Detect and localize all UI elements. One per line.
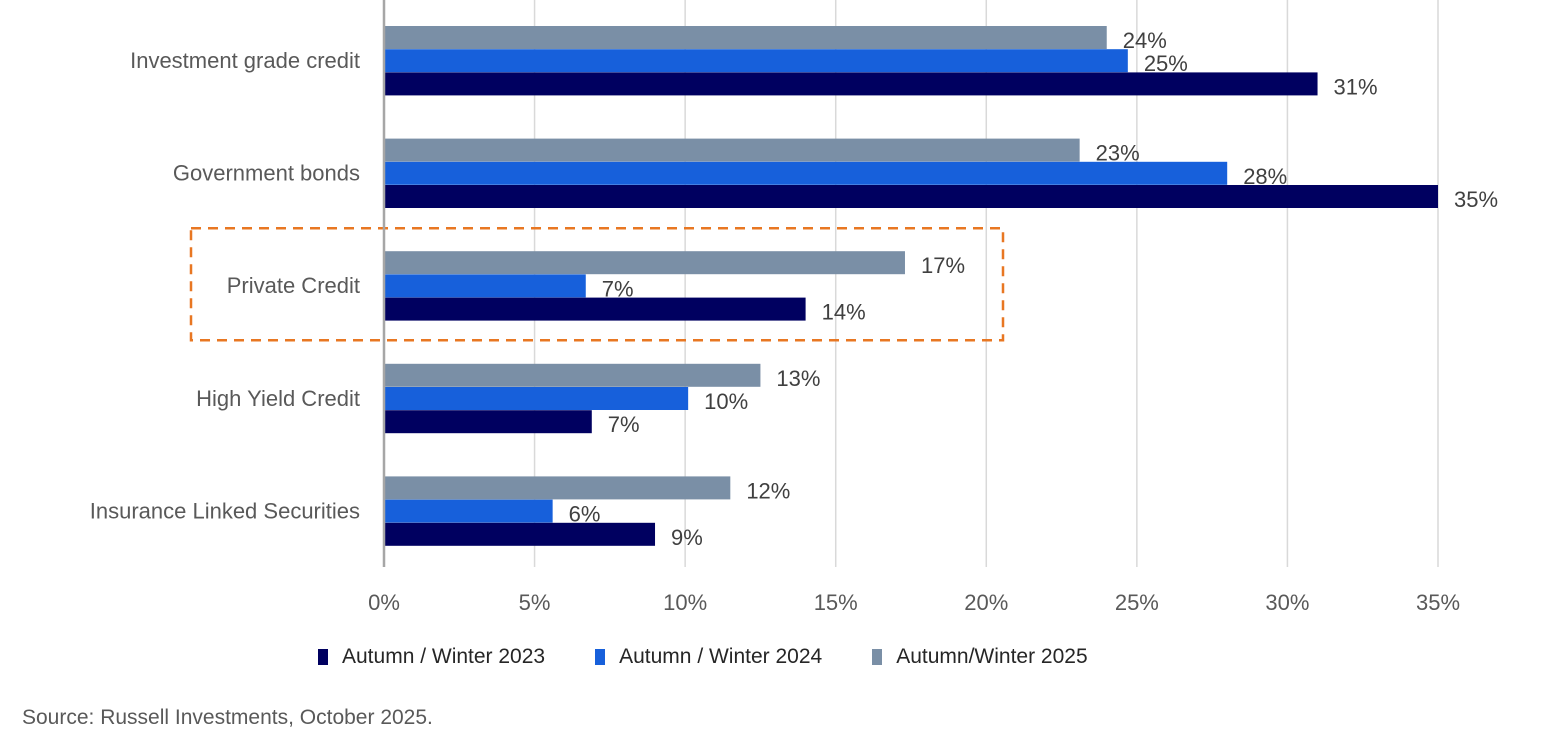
data-label: 23% <box>1096 141 1140 166</box>
bar <box>384 499 553 523</box>
data-label: 9% <box>671 525 703 550</box>
x-tick-label: 5% <box>519 590 551 615</box>
source-note: Source: Russell Investments, October 202… <box>22 706 433 729</box>
bar <box>384 72 1318 96</box>
bar <box>384 387 689 410</box>
category-label: Investment grade credit <box>130 48 360 73</box>
bar <box>384 185 1438 208</box>
data-label: 24% <box>1123 28 1167 53</box>
bar-chart: 0% 5% 10% 15% 20% 25% 30% 35% Investment grade c… <box>90 0 1498 615</box>
bar <box>384 26 1107 49</box>
data-label: 12% <box>746 478 790 503</box>
bar <box>384 161 1228 185</box>
category-label: High Yield Credit <box>196 386 360 411</box>
x-tick-label: 25% <box>1115 590 1159 615</box>
data-label: 7% <box>608 412 640 437</box>
x-tick-label: 30% <box>1265 590 1309 615</box>
category-label: Private Credit <box>227 273 360 298</box>
highlight-box <box>189 226 1005 342</box>
bar <box>384 476 731 500</box>
legend-label: Autumn / Winter 2024 <box>619 645 823 668</box>
bar <box>384 251 905 275</box>
data-label: 10% <box>704 389 748 414</box>
legend-swatch <box>595 649 606 665</box>
bar <box>384 363 761 387</box>
data-label: 13% <box>776 366 820 391</box>
data-label: 17% <box>921 253 965 278</box>
data-label: 6% <box>569 502 601 527</box>
bar <box>384 138 1080 162</box>
legend-label: Autumn/Winter 2025 <box>896 645 1088 668</box>
legend: Autumn / Winter 2023 Autumn / Winter 202… <box>318 645 1138 669</box>
data-label: 28% <box>1243 164 1287 189</box>
data-label: 14% <box>822 300 866 325</box>
data-label: 7% <box>602 276 634 301</box>
legend-item-2023: Autumn / Winter 2023 <box>318 645 545 669</box>
legend-label: Autumn / Winter 2023 <box>342 645 546 668</box>
category-label: Government bonds <box>173 161 360 186</box>
legend-item-2024: Autumn / Winter 2024 <box>595 645 822 669</box>
bar <box>384 297 806 321</box>
x-tick-label: 15% <box>814 590 858 615</box>
bar <box>384 410 592 434</box>
legend-swatch <box>872 649 883 665</box>
legend-swatch <box>318 649 328 665</box>
data-label: 25% <box>1144 51 1188 76</box>
legend-item-2025: Autumn/Winter 2025 <box>872 645 1088 669</box>
bar <box>384 274 586 298</box>
bar <box>384 49 1128 73</box>
data-label: 35% <box>1454 187 1498 212</box>
x-tick-label: 0% <box>368 590 400 615</box>
x-tick-label: 20% <box>964 590 1008 615</box>
x-tick-label: 10% <box>663 590 707 615</box>
data-label: 31% <box>1334 74 1378 99</box>
category-label: Insurance Linked Securities <box>90 498 360 523</box>
bar <box>384 522 656 546</box>
x-tick-label: 35% <box>1416 590 1460 615</box>
